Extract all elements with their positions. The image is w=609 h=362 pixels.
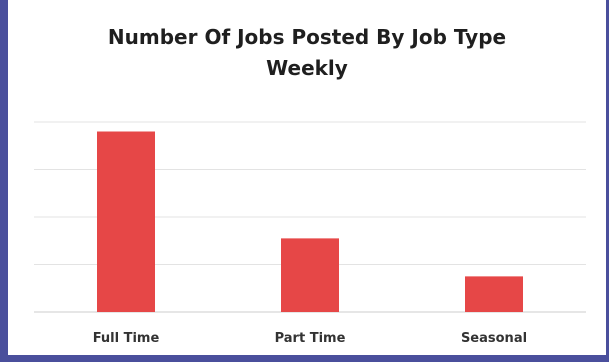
bar-part-time bbox=[281, 238, 339, 312]
x-tick-label: Full Time bbox=[93, 331, 160, 346]
bar-chart: Full Time Part Time Seasonal bbox=[34, 121, 586, 346]
bar-full-time bbox=[97, 131, 155, 312]
chart-panel: Number Of Jobs Posted By Job Type Weekly… bbox=[8, 0, 606, 355]
chart-title-line-2: Weekly bbox=[266, 56, 348, 80]
bar-seasonal bbox=[465, 276, 523, 312]
chart-title-line-1: Number Of Jobs Posted By Job Type bbox=[107, 25, 507, 49]
x-tick-label: Seasonal bbox=[461, 331, 527, 346]
x-tick-label: Part Time bbox=[275, 331, 346, 346]
chart-title: Number Of Jobs Posted By Job Type Weekly bbox=[8, 22, 606, 84]
